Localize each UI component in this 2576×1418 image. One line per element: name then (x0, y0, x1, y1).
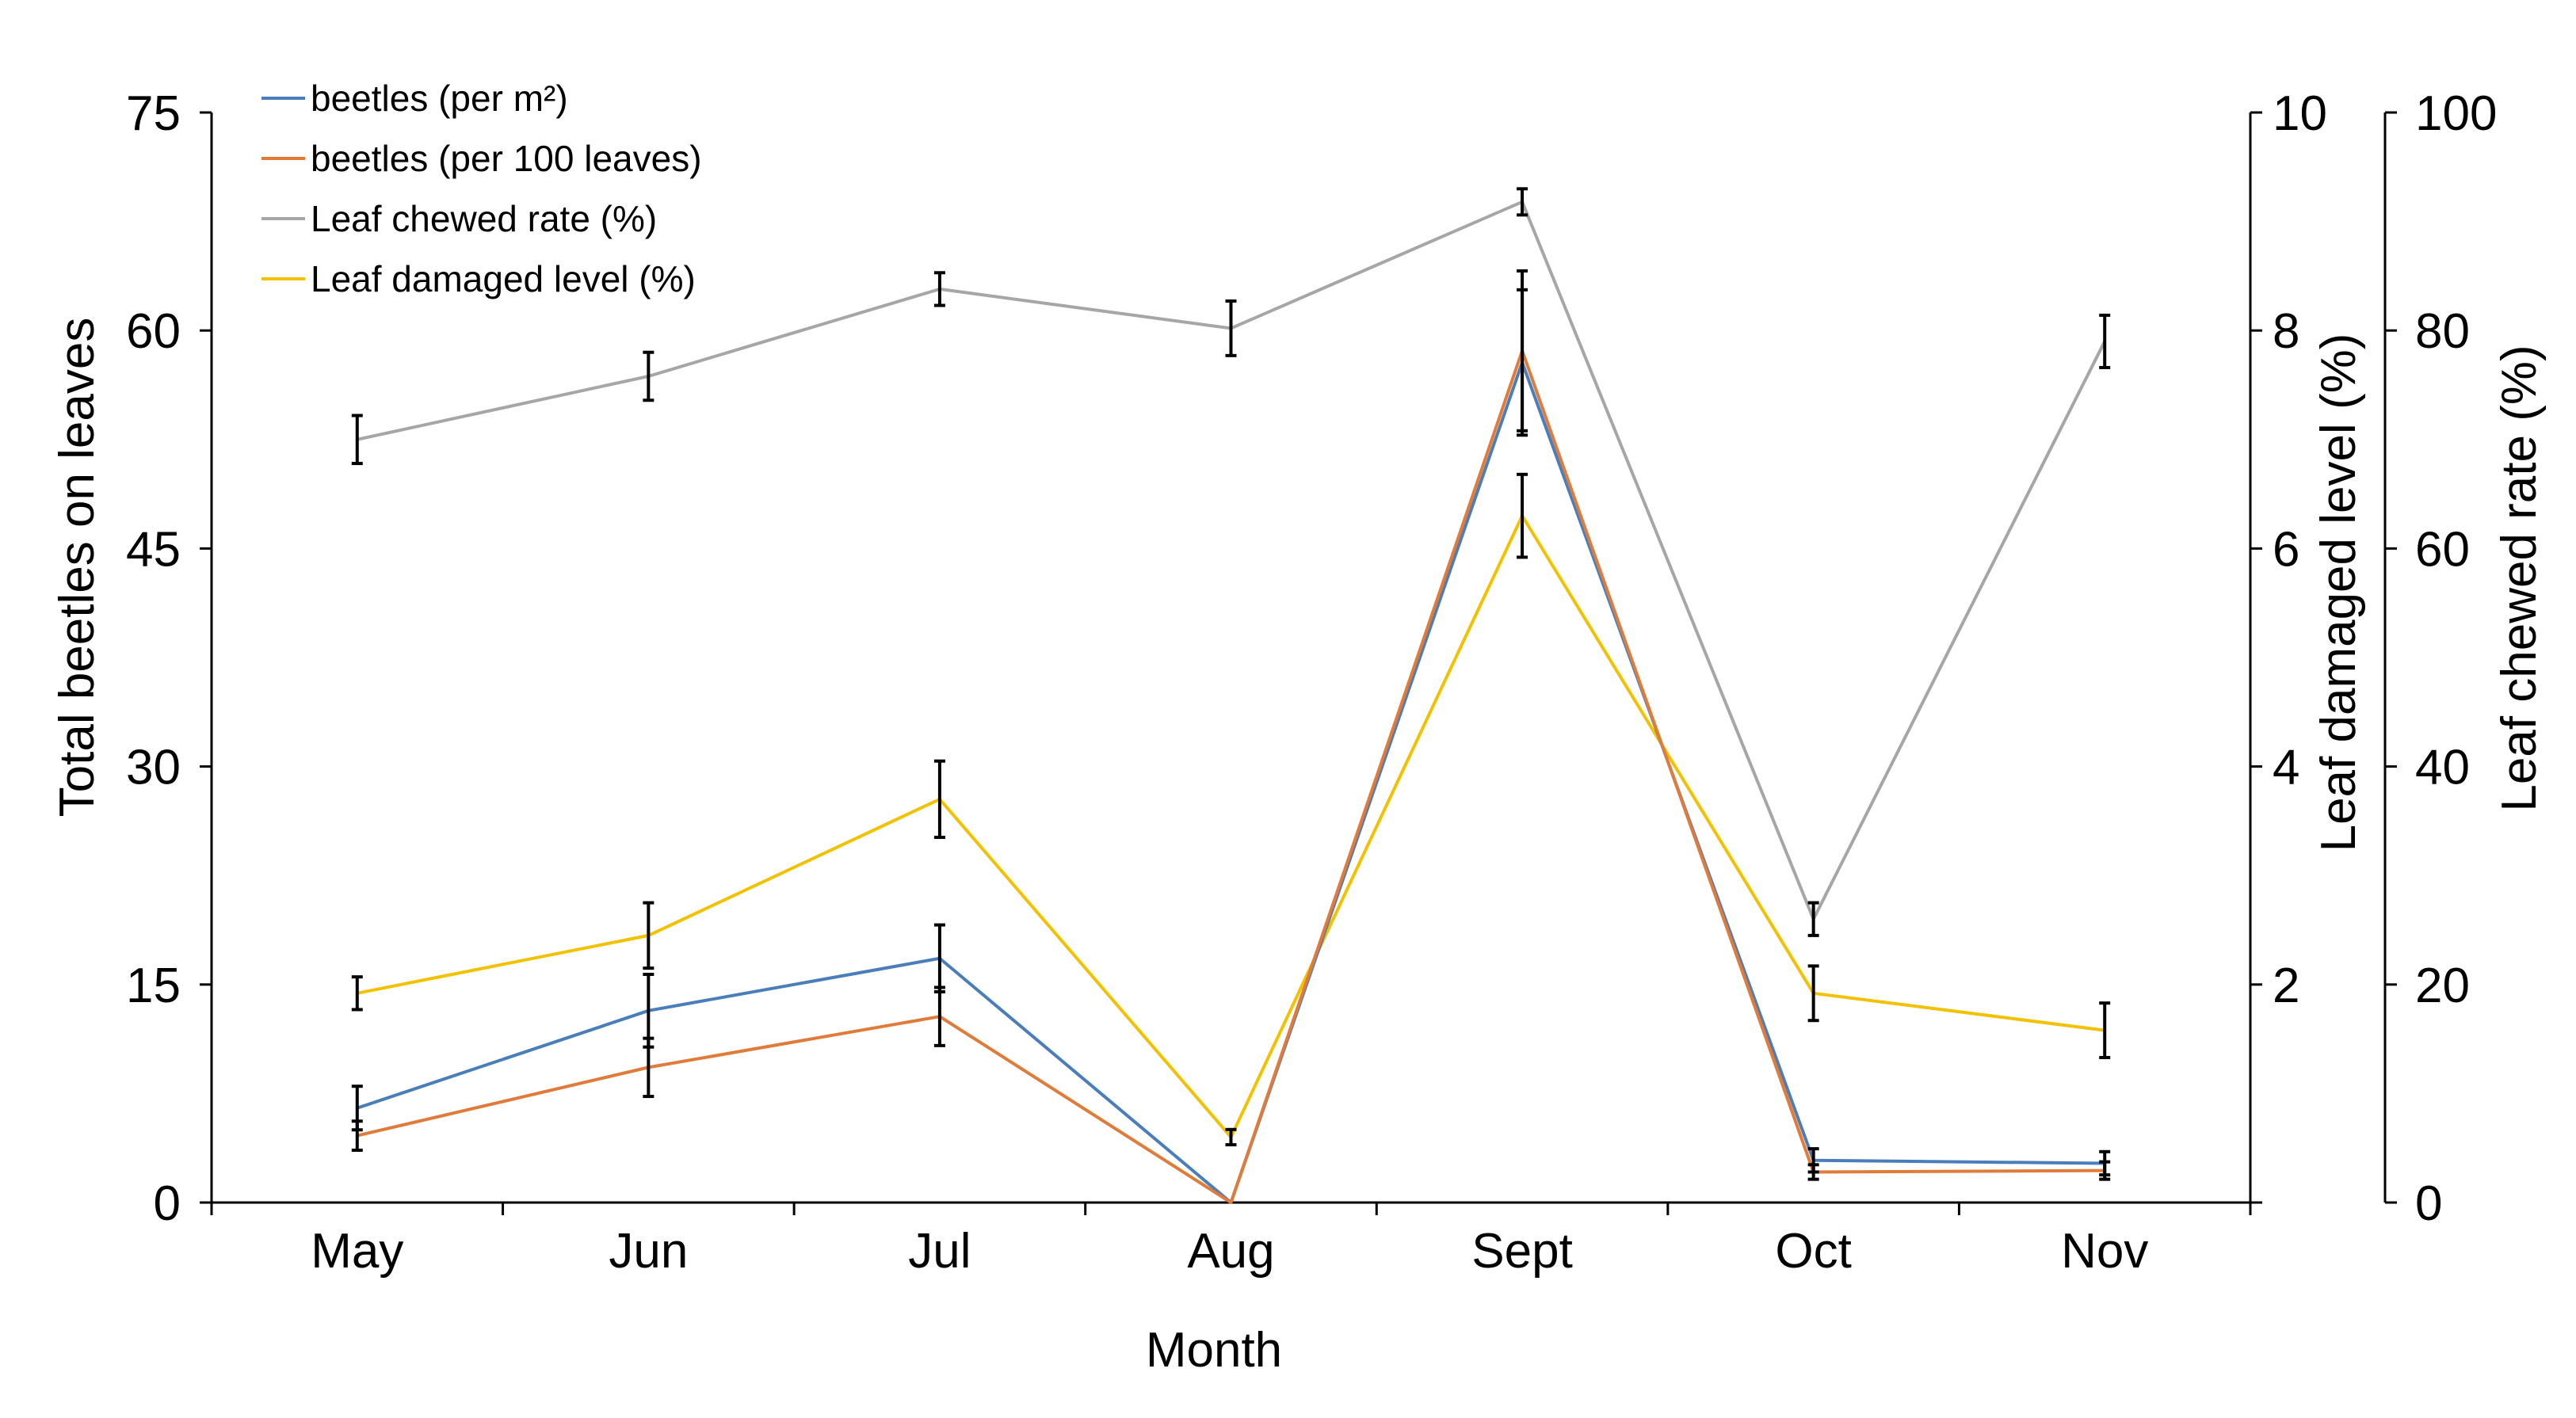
y-tick-label-right-damaged: 10 (2273, 86, 2327, 141)
series-line-leaf-damaged-level (355, 514, 2107, 1139)
x-tick-label: Jul (908, 1224, 971, 1279)
y-tick-label-left: 0 (154, 1176, 181, 1231)
x-tick-label: Aug (1187, 1224, 1274, 1279)
y-tick-label-right-damaged: 4 (2273, 741, 2299, 795)
y-tick-label-left: 45 (126, 522, 181, 577)
y-tick-label-right-damaged: 6 (2273, 522, 2299, 577)
y-tick-label-right-chewed: 20 (2415, 959, 2470, 1013)
y-tick-label-left: 15 (126, 959, 181, 1013)
y-axis-title-left: Total beetles on leaves (50, 318, 105, 818)
x-axis-title: Month (1146, 1323, 1282, 1378)
x-tick-label: Sept (1471, 1224, 1573, 1279)
y-tick-label-right-chewed: 40 (2415, 741, 2470, 795)
y-tick-label-left: 75 (126, 86, 181, 141)
legend-label: beetles (per m²) (311, 78, 568, 119)
x-tick-label: May (311, 1224, 403, 1279)
legend-label: Leaf chewed rate (%) (311, 198, 657, 239)
x-tick-label: Jun (609, 1224, 688, 1279)
x-tick-label: Nov (2061, 1224, 2148, 1279)
error-bars (351, 187, 2111, 1181)
legend: beetles (per m²) beetles (per 100 leaves)… (261, 78, 702, 299)
y-tick-label-left: 30 (126, 741, 181, 795)
legend-label: beetles (per 100 leaves) (311, 138, 702, 179)
series-line-beetles-per-m (355, 360, 2107, 1204)
y-tick-label-left: 60 (126, 304, 181, 359)
y-tick-label-right-chewed: 0 (2415, 1176, 2442, 1231)
y-tick-label-right-chewed: 100 (2415, 86, 2497, 141)
y-axis-title-right-damaged: Leaf damaged level (%) (2311, 334, 2366, 852)
y-tick-label-right-damaged: 8 (2273, 304, 2299, 359)
series-line-beetles-per-100-leaves (355, 349, 2107, 1204)
legend-label: Leaf damaged level (%) (311, 258, 696, 299)
y-tick-label-right-damaged: 2 (2273, 959, 2299, 1013)
axes (210, 112, 2387, 1204)
y-axis-title-right-chewed: Leaf chewed rate (%) (2492, 345, 2547, 811)
y-tick-label-right-chewed: 80 (2415, 304, 2470, 359)
x-tick-label: Oct (1775, 1224, 1851, 1279)
y-tick-label-right-chewed: 60 (2415, 522, 2470, 577)
